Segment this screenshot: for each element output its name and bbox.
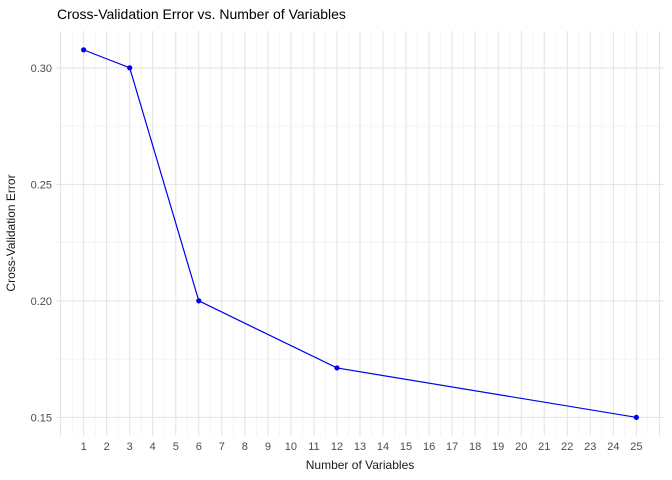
x-tick-label: 4 [150, 441, 156, 453]
x-tick-label: 24 [607, 441, 619, 453]
data-point [334, 365, 340, 371]
x-tick-label: 9 [265, 441, 271, 453]
x-tick-label: 19 [492, 441, 504, 453]
y-axis-title: Cross-Validation Error [4, 174, 18, 292]
x-tick-label: 21 [538, 441, 550, 453]
x-tick-label: 16 [423, 441, 435, 453]
x-tick-label: 5 [173, 441, 179, 453]
x-tick-label: 25 [630, 441, 642, 453]
data-point [633, 414, 639, 420]
x-tick-label: 8 [242, 441, 248, 453]
x-tick-label: 18 [469, 441, 481, 453]
x-axis-title: Number of Variables [305, 458, 415, 472]
x-tick-label: 17 [446, 441, 458, 453]
data-point [127, 65, 133, 71]
x-tick-label: 15 [400, 441, 412, 453]
x-tick-label: 11 [308, 441, 319, 453]
y-tick-label: 0.20 [31, 296, 52, 308]
y-tick-label: 0.30 [31, 63, 52, 75]
x-tick-label: 13 [354, 441, 366, 453]
x-tick-label: 20 [515, 441, 527, 453]
x-tick-label: 12 [331, 441, 343, 453]
x-tick-label: 3 [127, 441, 133, 453]
x-tick-label: 10 [285, 441, 297, 453]
x-tick-label: 14 [377, 441, 389, 453]
chart-title: Cross-Validation Error vs. Number of Var… [57, 6, 346, 22]
x-tick-label: 6 [196, 441, 202, 453]
x-tick-label: 7 [219, 441, 225, 453]
data-point [196, 298, 202, 304]
x-tick-label: 22 [561, 441, 573, 453]
y-tick-label: 0.25 [31, 179, 52, 191]
data-point [81, 47, 87, 53]
x-tick-label: 2 [104, 441, 110, 453]
x-tick-label: 1 [81, 441, 87, 453]
y-tick-label: 0.15 [31, 412, 52, 424]
x-tick-label: 23 [584, 441, 596, 453]
